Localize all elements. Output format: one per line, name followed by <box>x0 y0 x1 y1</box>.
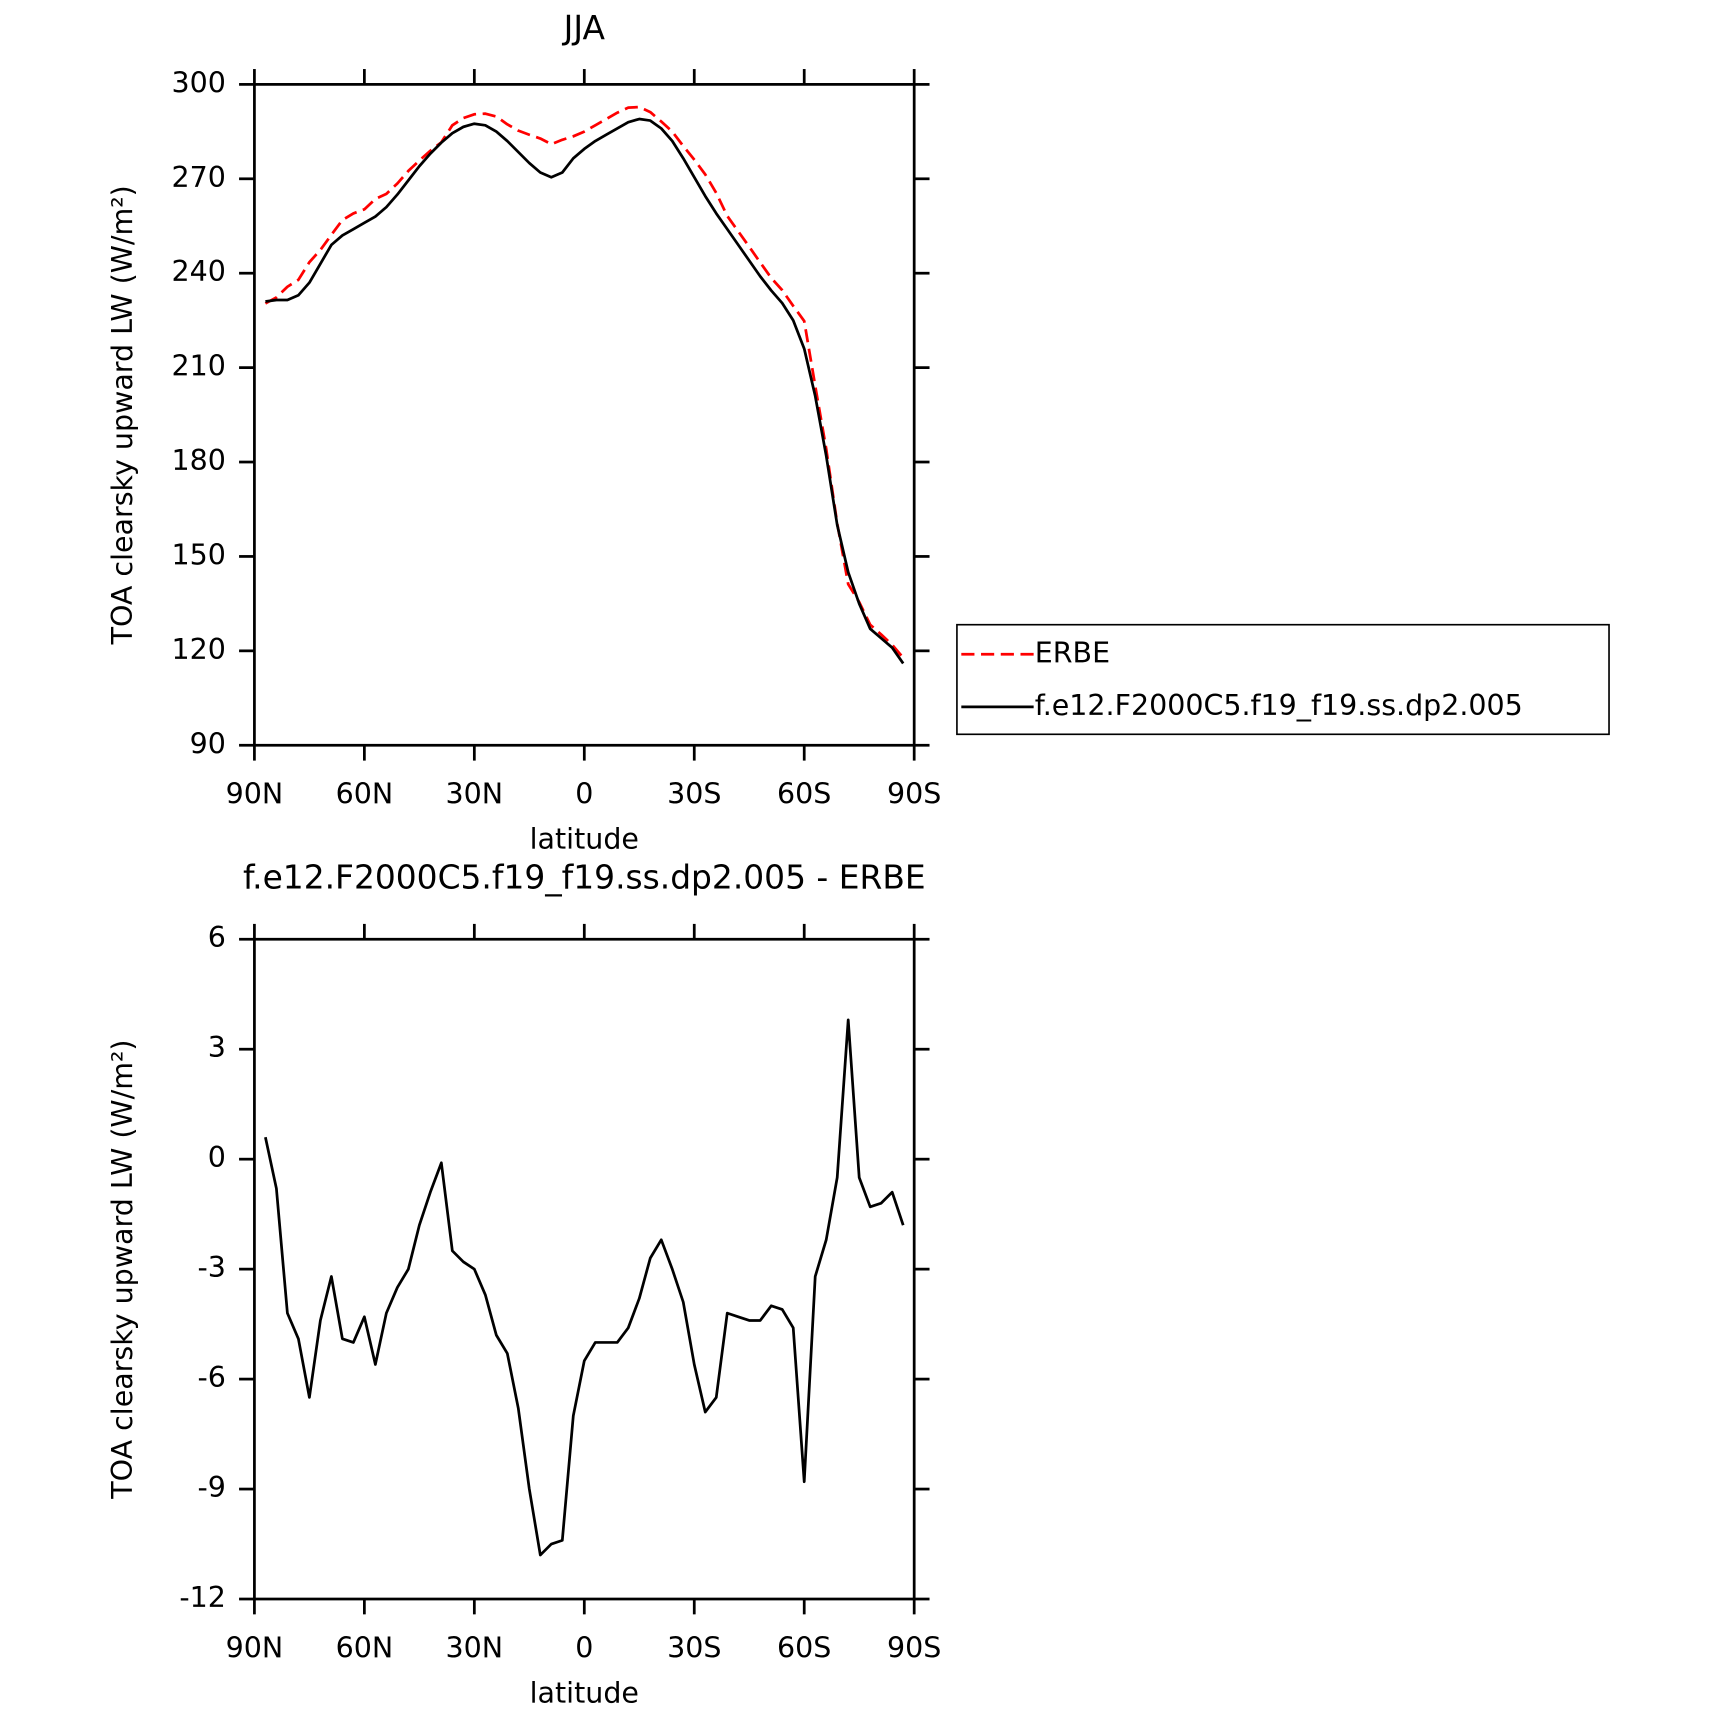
plot-frame <box>253 83 916 747</box>
chart-title: JJA <box>562 8 606 47</box>
y-axis-label: TOA clearsky upward LW (W/m²) <box>106 1040 139 1500</box>
chart-title: f.e12.F2000C5.f19_f19.ss.dp2.005 - ERBE <box>243 857 926 896</box>
x-tick-label: 60S <box>777 778 831 811</box>
legend-label: ERBE <box>1035 636 1110 669</box>
x-tick-label: 30N <box>446 778 504 811</box>
x-tick-label: 90N <box>226 1631 284 1664</box>
y-tick-label: 270 <box>172 161 226 194</box>
x-tick-label: 60N <box>336 778 394 811</box>
y-tick-label: 3 <box>208 1031 226 1064</box>
y-tick-label: -12 <box>179 1581 226 1614</box>
x-tick-label: 30S <box>667 1631 721 1664</box>
x-tick-label: 90S <box>887 778 941 811</box>
y-tick-label: -6 <box>198 1361 226 1394</box>
y-tick-label: 180 <box>172 444 226 477</box>
legend-box <box>956 623 1610 736</box>
x-tick-label: 30S <box>667 778 721 811</box>
x-tick-label: 30N <box>446 1631 504 1664</box>
x-tick-label: 60S <box>777 1631 831 1664</box>
x-tick-label: 90N <box>226 778 284 811</box>
y-tick-label: 90 <box>190 727 226 760</box>
data-line <box>265 117 905 665</box>
x-axis-label: latitude <box>530 823 639 856</box>
x-tick-label: 0 <box>575 778 593 811</box>
y-tick-label: -3 <box>198 1251 226 1284</box>
y-tick-label: 6 <box>208 921 226 954</box>
plot-frame <box>253 937 916 1601</box>
x-axis-label: latitude <box>530 1676 639 1709</box>
y-tick-label: 240 <box>172 255 226 288</box>
x-tick-label: 90S <box>887 1631 941 1664</box>
data-line <box>264 1018 905 1557</box>
data-line <box>264 105 905 659</box>
y-axis-label: TOA clearsky upward LW (W/m²) <box>106 185 139 645</box>
y-tick-label: 150 <box>172 538 226 571</box>
y-tick-label: 300 <box>172 66 226 99</box>
x-tick-label: 60N <box>336 1631 394 1664</box>
legend-label: f.e12.F2000C5.f19_f19.ss.dp2.005 <box>1035 689 1523 722</box>
y-tick-label: 0 <box>208 1141 226 1174</box>
y-tick-label: -9 <box>198 1471 226 1504</box>
y-tick-label: 210 <box>172 350 226 383</box>
x-tick-label: 0 <box>575 1631 593 1664</box>
y-tick-label: 120 <box>172 633 226 666</box>
